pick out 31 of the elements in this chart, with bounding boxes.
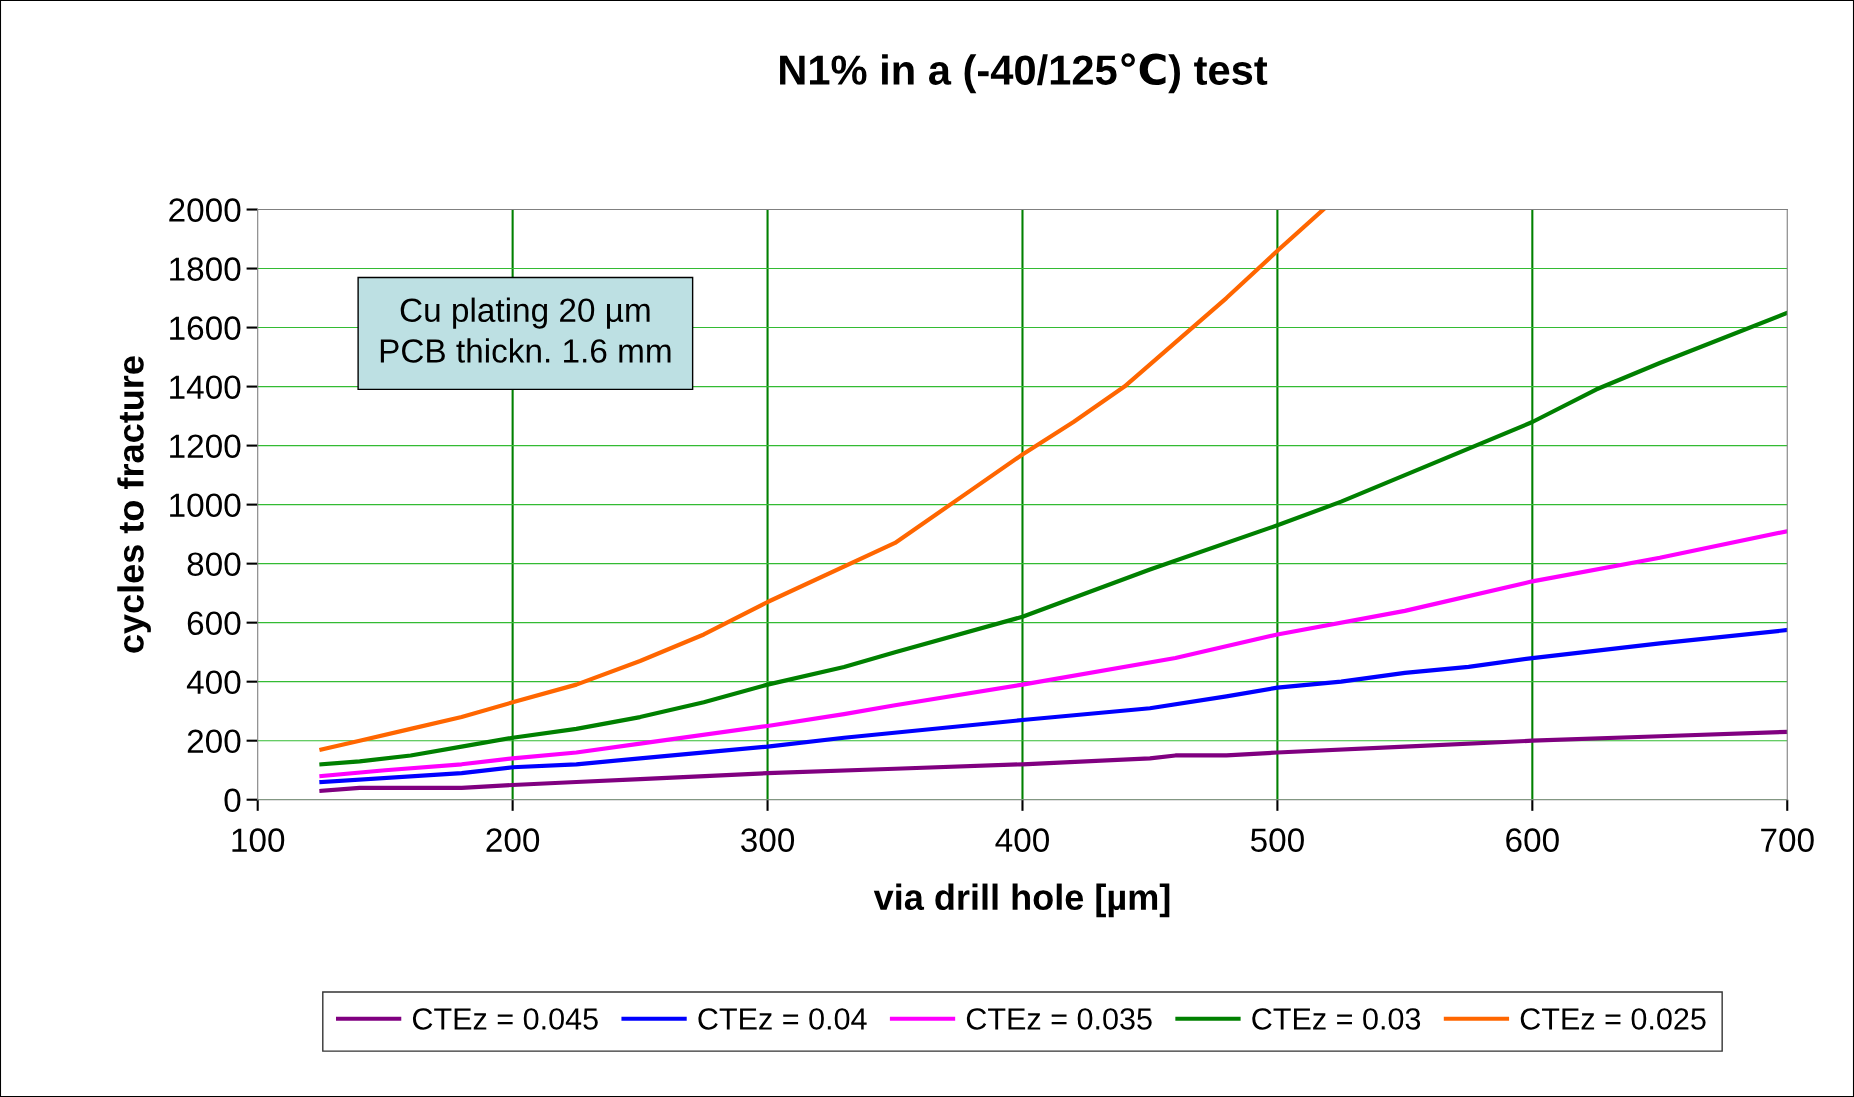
chart-title: N1% in a (-40/125℃) test <box>780 53 1268 94</box>
y-tick-label: 0 <box>224 788 241 813</box>
x-tick-label: 300 <box>741 828 795 852</box>
y-tick-label: 1800 <box>170 257 241 281</box>
legend-label: CTEz = 0.045 <box>412 1008 598 1030</box>
x-tick-label: 700 <box>1761 828 1814 852</box>
annotation: Cu plating 20 µm PCB thickn. 1.6 mm <box>380 297 671 363</box>
y-tick-label: 600 <box>187 611 241 636</box>
legend-label: CTEz = 0.04 <box>698 1008 867 1030</box>
legend-label: CTEz = 0.025 <box>1520 1008 1706 1030</box>
y-tick-label: 1400 <box>170 375 241 399</box>
x-tick-label: 500 <box>1250 828 1304 852</box>
legend-label: CTEz = 0.035 <box>966 1008 1152 1030</box>
y-tick-label: 1600 <box>170 316 241 340</box>
y-tick-label: 1000 <box>170 493 241 518</box>
line-series <box>319 209 1326 752</box>
x-tick-label: 400 <box>995 828 1049 852</box>
x-axis-title: via drill hole [µm] <box>873 883 1170 918</box>
line-series <box>319 729 1788 793</box>
y-axis-title: cycles to fracture <box>117 356 151 653</box>
x-tick-label: 600 <box>1506 828 1559 852</box>
x-tick-label: 200 <box>486 828 540 852</box>
y-tick-label: 2000 <box>169 198 241 222</box>
x-tick-label: 100 <box>232 828 285 852</box>
y-tick-label: 200 <box>187 729 241 754</box>
y-tick-label: 1200 <box>170 434 241 459</box>
line-series <box>319 627 1788 785</box>
y-tick-label: 800 <box>187 552 241 577</box>
legend-label: CTEz = 0.03 <box>1252 1008 1421 1030</box>
line-series <box>319 529 1788 779</box>
y-tick-label: 400 <box>186 670 241 695</box>
